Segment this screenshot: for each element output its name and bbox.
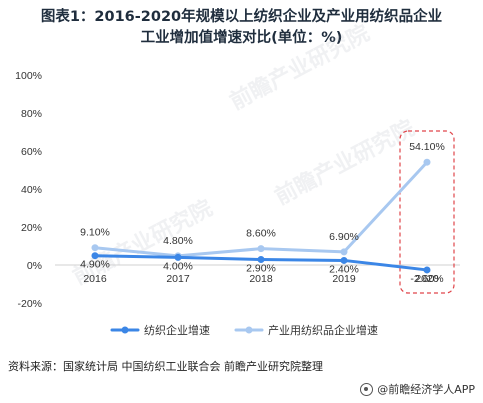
data-point [423, 158, 431, 166]
data-label: 2.40% [329, 263, 359, 275]
x-tick-label: 2018 [249, 273, 273, 285]
brand-credit: @前瞻经济学人APP [360, 381, 475, 397]
data-point [257, 255, 265, 263]
highlight-group [399, 130, 455, 294]
data-point [91, 244, 99, 252]
highlight-box [399, 130, 455, 294]
legend: 纺织企业增速 产业用纺织品企业增速 [110, 323, 378, 337]
legend-marker [121, 326, 129, 334]
data-point [423, 266, 431, 274]
data-label: 4.00% [163, 260, 193, 272]
y-tick-label: -20% [17, 298, 42, 310]
source-note: 资料来源：国家统计局 中国纺织工业联合会 前瞻产业研究院整理 [8, 360, 323, 373]
y-tick-label: 80% [21, 108, 42, 120]
x-tick-label: 2017 [166, 273, 190, 285]
data-point [174, 253, 182, 261]
data-label: 4.90% [80, 259, 110, 271]
y-tick-label: 60% [21, 146, 42, 158]
y-tick-label: 20% [21, 222, 42, 234]
legend-marker [245, 326, 253, 334]
x-tick-label: 2019 [332, 273, 356, 285]
y-tick-label: 40% [21, 184, 42, 196]
data-label: 54.10% [409, 141, 445, 153]
data-labels: 9.10% 4.80% 8.60% 6.90% 54.10% 4.90% 4.00% 2.90… [80, 141, 445, 285]
y-tick-label: 100% [15, 70, 42, 82]
brand-text: @前瞻经济学人APP [377, 383, 475, 396]
x-tick-label: 2016 [83, 273, 107, 285]
legend-label: 产业用纺织品企业增速 [268, 323, 378, 337]
data-point [91, 252, 99, 260]
data-point [340, 256, 348, 264]
data-point [257, 245, 265, 253]
x-tick-label: 2020 [415, 273, 439, 285]
data-label: 2.90% [246, 262, 276, 274]
data-label: -2.60% [410, 273, 443, 285]
data-label: 9.10% [80, 227, 110, 239]
chart-title-line-2: 工业增加值增速对比(单位：%) [140, 30, 343, 46]
data-label: 6.90% [329, 231, 359, 243]
series-lines [91, 158, 431, 274]
y-axis: -20% 0% 20% 40% 60% 80% 100% [15, 70, 42, 310]
chart-title: 图表1：2016-2020年规模以上纺织企业及产业用纺织品企业 工业增加值增速对… [0, 7, 483, 49]
brand-logo-icon [360, 382, 374, 396]
chart-title-line-1: 图表1：2016-2020年规模以上纺织企业及产业用纺织品企业 [40, 9, 443, 25]
data-label: 4.80% [163, 235, 193, 247]
watermark-text: 前瞻产业研究院 [226, 20, 374, 115]
legend-label: 纺织企业增速 [144, 323, 210, 337]
data-point [340, 248, 348, 256]
y-tick-label: 0% [27, 260, 42, 272]
data-label: 8.60% [246, 228, 276, 240]
